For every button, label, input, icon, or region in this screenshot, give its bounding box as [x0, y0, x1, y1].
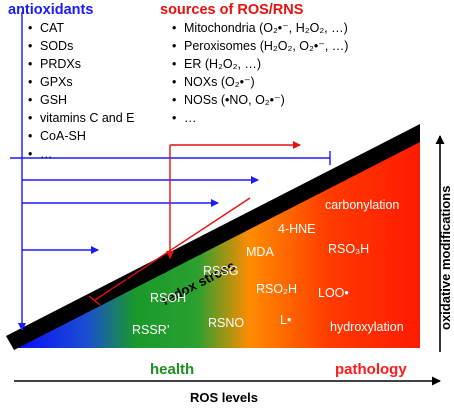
list-item: …: [40, 147, 53, 161]
list-item: Peroxisomes (H₂O₂, O₂•⁻, …): [184, 39, 348, 53]
list-bullet: •: [172, 93, 176, 107]
list-item: SODs: [40, 39, 73, 53]
list-bullet: •: [28, 75, 32, 89]
list-bullet: •: [28, 57, 32, 71]
list-item: GSH: [40, 93, 67, 107]
x-axis-label: ROS levels: [190, 390, 258, 405]
species-label: 4-HNE: [278, 222, 316, 236]
pathology-label: pathology: [335, 361, 407, 378]
species-label: L•: [280, 313, 291, 327]
species-label: LOO•: [318, 286, 349, 300]
list-item: vitamins C and E: [40, 111, 134, 125]
species-label: MDA: [246, 245, 274, 259]
species-label: RSOH: [150, 291, 186, 305]
list-bullet: •: [172, 57, 176, 71]
species-label: hydroxylation: [330, 320, 404, 334]
sources-list: • Mitochondria (O₂•⁻, H₂O₂, …) • Peroxis…: [172, 21, 348, 125]
list-bullet: •: [28, 147, 32, 161]
list-item: NOSs (•NO, O₂•⁻): [184, 93, 285, 107]
species-label: RSSR’: [132, 323, 170, 337]
hypotenuse-band: [6, 124, 420, 350]
list-item: GPXs: [40, 75, 73, 89]
list-item: NOXs (O₂•⁻): [184, 75, 255, 89]
species-label: carbonylation: [325, 198, 399, 212]
list-item: …: [184, 111, 197, 125]
list-bullet: •: [172, 75, 176, 89]
list-bullet: •: [28, 111, 32, 125]
list-bullet: •: [172, 111, 176, 125]
list-bullet: •: [172, 21, 176, 35]
list-bullet: •: [28, 93, 32, 107]
sources-heading: sources of ROS/RNS: [160, 2, 304, 18]
antioxidants-heading: antioxidants: [8, 2, 93, 18]
list-bullet: •: [28, 21, 32, 35]
ros-arrows: [88, 141, 301, 306]
list-item: PRDXs: [40, 57, 81, 71]
health-label: health: [150, 361, 194, 378]
species-label: RSO₃H: [328, 242, 369, 256]
species-label: RSNO: [208, 316, 244, 330]
list-item: CoA-SH: [40, 129, 86, 143]
antioxidant-list: • CAT • SODs • PRDXs • GPXs • GSH • vitamins C…: [28, 21, 134, 161]
y-axis-label: oxidative modifications: [438, 186, 453, 330]
species-labels: RSSR’ RSOH RSSG RSNO MDA 4-HNE RSO₂H L• …: [132, 198, 404, 337]
list-item: Mitochondria (O₂•⁻, H₂O₂, …): [184, 21, 348, 35]
list-bullet: •: [28, 129, 32, 143]
list-item: ER (H₂O₂, …): [184, 57, 261, 71]
species-label: RSSG: [203, 264, 238, 278]
list-bullet: •: [172, 39, 176, 53]
list-bullet: •: [28, 39, 32, 53]
species-label: RSO₂H: [256, 282, 297, 296]
list-item: CAT: [40, 21, 64, 35]
